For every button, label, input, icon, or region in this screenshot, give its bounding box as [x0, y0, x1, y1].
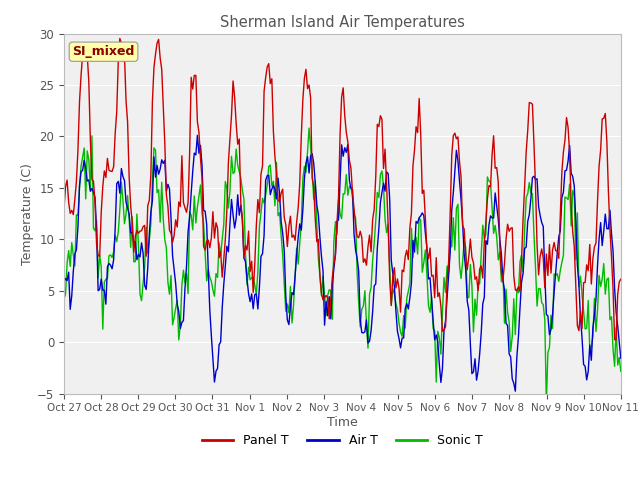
Panel T	[255, 210, 263, 216]
Air T	[60, 279, 68, 285]
Line: Air T: Air T	[64, 135, 621, 391]
Sonic T	[60, 296, 68, 302]
Panel T	[228, 112, 236, 118]
Air T	[511, 388, 519, 394]
Line: Panel T: Panel T	[64, 38, 621, 340]
Sonic T	[226, 188, 234, 193]
Line: Sonic T: Sonic T	[64, 128, 621, 404]
Sonic T	[589, 333, 596, 339]
Panel T	[116, 36, 124, 41]
Sonic T	[303, 149, 311, 155]
Panel T	[305, 82, 313, 88]
Panel T	[588, 281, 595, 287]
Panel T	[617, 276, 625, 282]
Sonic T	[543, 401, 550, 407]
Air T	[255, 284, 263, 290]
Panel T	[130, 249, 138, 255]
Y-axis label: Temperature (C): Temperature (C)	[21, 163, 35, 264]
Title: Sherman Island Air Temperatures: Sherman Island Air Temperatures	[220, 15, 465, 30]
Panel T	[246, 269, 254, 275]
Sonic T	[129, 214, 136, 220]
Sonic T	[617, 369, 625, 374]
Air T	[305, 170, 313, 176]
Air T	[246, 299, 254, 304]
Sonic T	[305, 125, 313, 131]
Legend: Panel T, Air T, Sonic T: Panel T, Air T, Sonic T	[196, 429, 488, 452]
Air T	[589, 325, 596, 331]
Air T	[193, 132, 201, 138]
Air T	[129, 229, 136, 235]
Air T	[228, 197, 236, 203]
Panel T	[612, 337, 620, 343]
Panel T	[60, 205, 68, 211]
Air T	[617, 355, 625, 361]
Sonic T	[254, 269, 262, 275]
Text: SI_mixed: SI_mixed	[72, 45, 135, 58]
Sonic T	[244, 264, 252, 270]
X-axis label: Time: Time	[327, 416, 358, 429]
